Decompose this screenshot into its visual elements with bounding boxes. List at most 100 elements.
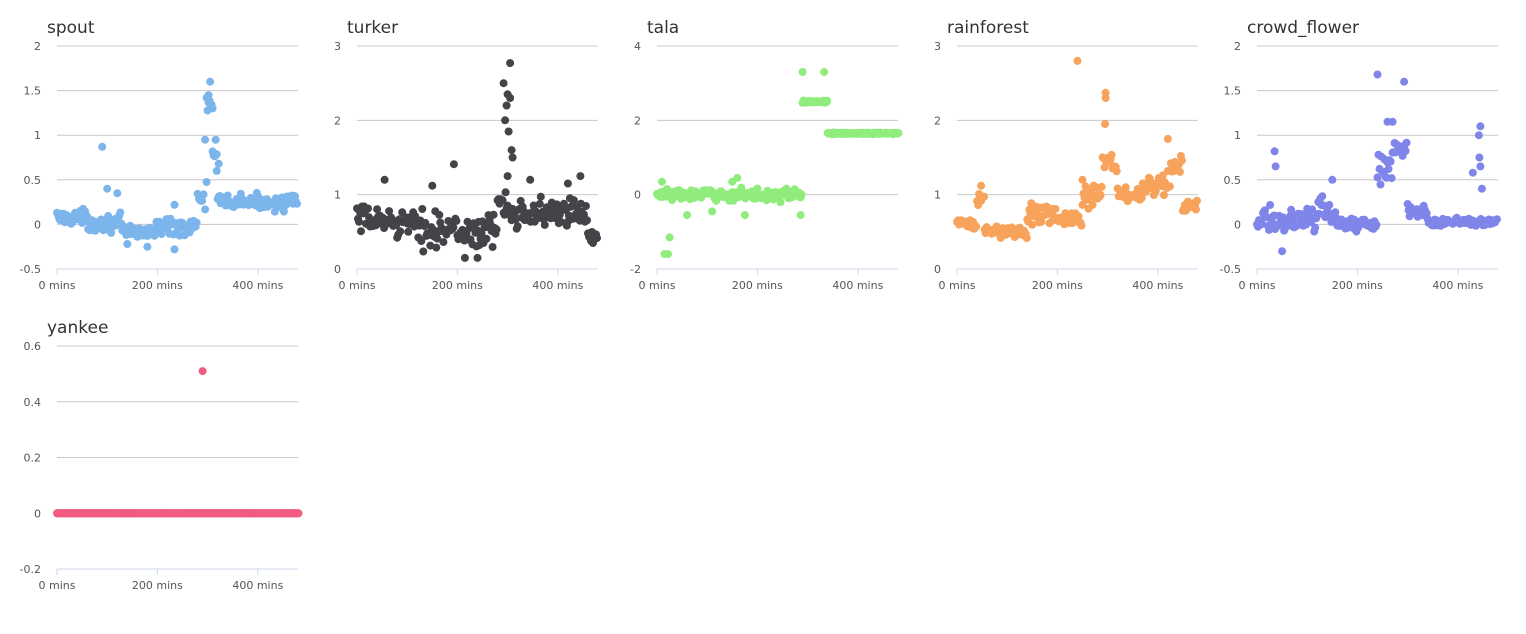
data-point[interactable] xyxy=(1308,205,1317,214)
data-point[interactable] xyxy=(664,250,672,259)
data-point[interactable] xyxy=(206,77,215,86)
data-point[interactable] xyxy=(107,228,116,237)
data-point[interactable] xyxy=(894,129,903,138)
data-point[interactable] xyxy=(211,135,220,144)
data-point[interactable] xyxy=(212,166,221,175)
data-point[interactable] xyxy=(1386,157,1395,166)
data-point[interactable] xyxy=(1078,200,1087,209)
data-point[interactable] xyxy=(1263,213,1271,222)
data-point[interactable] xyxy=(432,243,441,252)
data-point[interactable] xyxy=(418,205,427,213)
data-point[interactable] xyxy=(201,135,210,144)
data-point[interactable] xyxy=(212,150,221,159)
data-point[interactable] xyxy=(293,199,301,208)
data-point[interactable] xyxy=(463,217,472,226)
data-point[interactable] xyxy=(201,205,210,214)
data-point[interactable] xyxy=(417,237,426,245)
data-point[interactable] xyxy=(506,59,515,68)
data-point[interactable] xyxy=(1022,234,1031,243)
data-point[interactable] xyxy=(1476,162,1485,171)
data-point[interactable] xyxy=(506,94,515,102)
data-point[interactable] xyxy=(452,216,461,225)
data-point[interactable] xyxy=(198,367,207,376)
data-point[interactable] xyxy=(501,116,510,125)
data-point[interactable] xyxy=(589,239,597,247)
data-point[interactable] xyxy=(439,238,448,247)
data-point[interactable] xyxy=(1078,175,1087,184)
data-point[interactable] xyxy=(477,229,486,238)
data-point[interactable] xyxy=(1175,167,1184,176)
data-point[interactable] xyxy=(385,207,394,216)
data-point[interactable] xyxy=(1287,205,1296,214)
data-point[interactable] xyxy=(972,222,981,231)
data-point[interactable] xyxy=(556,217,565,226)
data-point[interactable] xyxy=(419,247,428,256)
data-point[interactable] xyxy=(460,253,469,262)
data-point[interactable] xyxy=(1177,156,1186,165)
data-point[interactable] xyxy=(404,227,413,236)
data-point[interactable] xyxy=(507,146,516,155)
data-point[interactable] xyxy=(116,208,125,217)
data-point[interactable] xyxy=(170,245,179,254)
data-point[interactable] xyxy=(1028,220,1037,229)
data-point[interactable] xyxy=(798,68,807,76)
data-point[interactable] xyxy=(1074,212,1083,221)
data-point[interactable] xyxy=(1477,184,1486,193)
data-point[interactable] xyxy=(1101,120,1110,128)
data-point[interactable] xyxy=(776,198,785,207)
data-point[interactable] xyxy=(663,185,671,194)
data-point[interactable] xyxy=(820,68,829,76)
data-point[interactable] xyxy=(1400,77,1409,86)
data-point[interactable] xyxy=(796,211,805,220)
data-point[interactable] xyxy=(1318,192,1327,201)
data-point[interactable] xyxy=(1193,196,1201,205)
data-point[interactable] xyxy=(380,175,389,184)
data-point[interactable] xyxy=(1121,183,1130,192)
data-point[interactable] xyxy=(202,178,211,186)
data-point[interactable] xyxy=(1107,150,1116,159)
data-point[interactable] xyxy=(489,210,498,219)
data-point[interactable] xyxy=(208,104,217,113)
data-point[interactable] xyxy=(1401,147,1410,155)
data-point[interactable] xyxy=(980,192,989,201)
data-point[interactable] xyxy=(1476,122,1485,131)
data-point[interactable] xyxy=(1077,221,1086,230)
data-point[interactable] xyxy=(563,179,572,188)
data-point[interactable] xyxy=(192,218,201,227)
data-point[interactable] xyxy=(536,192,545,201)
data-point[interactable] xyxy=(364,204,372,213)
data-point[interactable] xyxy=(501,188,510,197)
data-point[interactable] xyxy=(508,153,517,162)
data-point[interactable] xyxy=(482,234,491,243)
data-point[interactable] xyxy=(1261,206,1269,215)
data-point[interactable] xyxy=(1163,134,1172,143)
data-point[interactable] xyxy=(1373,173,1382,182)
data-point[interactable] xyxy=(214,159,223,168)
data-point[interactable] xyxy=(1101,94,1110,102)
data-point[interactable] xyxy=(504,127,513,136)
data-point[interactable] xyxy=(823,96,832,105)
data-point[interactable] xyxy=(1373,70,1382,79)
data-point[interactable] xyxy=(279,207,288,216)
data-point[interactable] xyxy=(1402,138,1411,147)
data-point[interactable] xyxy=(540,220,549,229)
data-point[interactable] xyxy=(98,142,107,151)
data-point[interactable] xyxy=(513,222,522,231)
data-point[interactable] xyxy=(740,211,749,220)
data-point[interactable] xyxy=(1088,200,1097,209)
data-point[interactable] xyxy=(583,216,591,225)
data-point[interactable] xyxy=(123,240,132,248)
data-point[interactable] xyxy=(1384,165,1393,173)
data-point[interactable] xyxy=(204,91,213,100)
data-point[interactable] xyxy=(473,253,482,262)
data-point[interactable] xyxy=(488,243,497,251)
data-point[interactable] xyxy=(1165,182,1174,191)
data-point[interactable] xyxy=(444,217,453,225)
data-point[interactable] xyxy=(1278,247,1287,256)
data-point[interactable] xyxy=(1271,162,1280,171)
data-point[interactable] xyxy=(355,217,363,226)
data-point[interactable] xyxy=(170,200,179,209)
data-point[interactable] xyxy=(433,234,442,243)
data-point[interactable] xyxy=(1376,180,1385,189)
data-point[interactable] xyxy=(198,196,207,205)
